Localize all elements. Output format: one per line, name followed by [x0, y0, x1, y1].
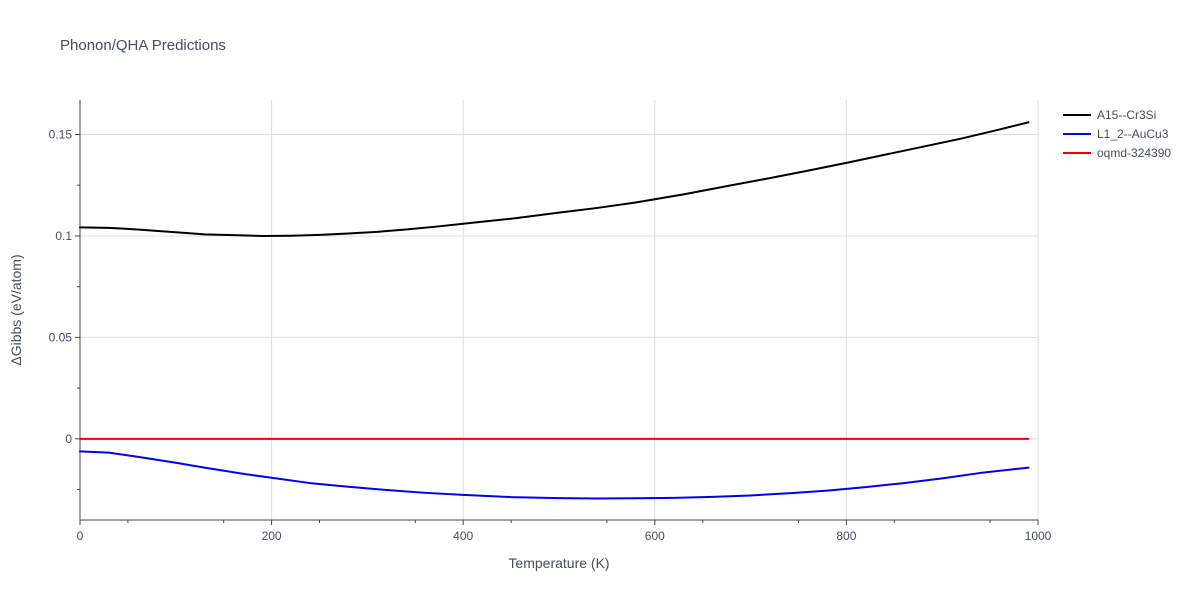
y-tick-label-1: 0.05: [49, 330, 73, 344]
x-tick-label-0: 0: [77, 529, 84, 543]
x-axis-title: Temperature (K): [508, 555, 609, 571]
x-tick-label-5: 1000: [1025, 529, 1052, 543]
legend-label-A15--Cr3Si: A15--Cr3Si: [1097, 108, 1156, 122]
x-tick-label-4: 800: [836, 529, 856, 543]
axis-layer: 0 200 400 600 800 1000 0 0.05 0.1 0.15: [49, 100, 1052, 543]
series-layer: [79, 121, 1030, 500]
y-tick-label-3: 0.15: [49, 127, 73, 141]
legend-item-L1_2--AuCu3[interactable]: L1_2--AuCu3: [1063, 127, 1169, 141]
legend-item-oqmd-324390[interactable]: oqmd-324390: [1063, 146, 1171, 160]
y-axis-title: ΔGibbs (eV/atom): [8, 254, 24, 365]
series-line-L1_2--AuCu3: [79, 450, 1030, 500]
x-tick-label-3: 600: [645, 529, 665, 543]
legend-label-L1_2--AuCu3: L1_2--AuCu3: [1097, 127, 1169, 141]
y-tick-label-2: 0.1: [55, 229, 72, 243]
chart-title: Phonon/QHA Predictions: [60, 37, 226, 54]
legend[interactable]: A15--Cr3Si L1_2--AuCu3 oqmd-324390: [1063, 108, 1171, 160]
series-line-A15--Cr3Si: [79, 121, 1030, 237]
legend-label-oqmd-324390: oqmd-324390: [1097, 146, 1171, 160]
x-tick-label-1: 200: [262, 529, 282, 543]
x-tick-label-2: 400: [453, 529, 473, 543]
legend-item-A15--Cr3Si[interactable]: A15--Cr3Si: [1063, 108, 1156, 122]
y-tick-label-0: 0: [65, 432, 72, 446]
